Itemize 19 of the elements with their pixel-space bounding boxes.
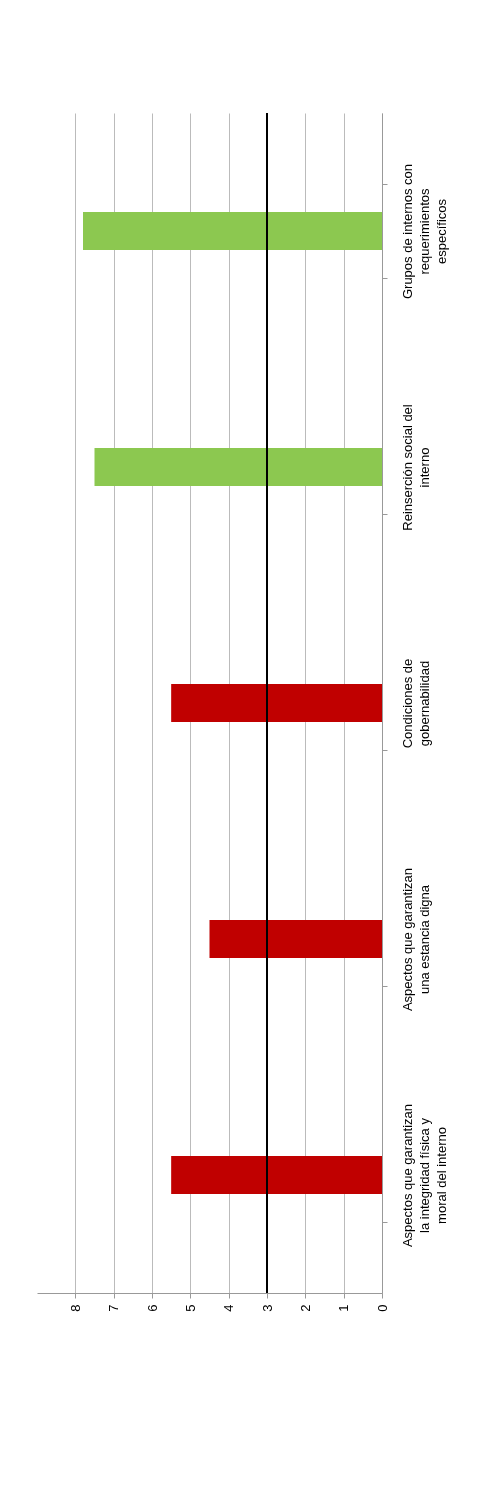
x-tick-label: 1 (336, 1304, 352, 1312)
x-tick-label: 0 (374, 1304, 390, 1312)
y-tick-label: Reinserción social del interno (399, 404, 432, 531)
x-tick-label: 3 (259, 1304, 275, 1312)
bar (171, 1156, 382, 1194)
bar (94, 448, 382, 486)
x-tick-label: 2 (297, 1304, 313, 1312)
x-tick-label: 5 (182, 1304, 198, 1312)
y-tick-label: Aspectos que garantizan la integridad física y moral del interno (399, 1103, 449, 1248)
bar (209, 920, 382, 958)
y-tick-label: Aspectos que garantizan una estancia digna (399, 867, 432, 1012)
y-tick-label: Condiciones de gobernabilidad (399, 658, 432, 749)
x-tick-label: 6 (144, 1304, 160, 1312)
bar (171, 684, 382, 722)
bar (83, 212, 382, 250)
x-tick-label: 8 (67, 1304, 83, 1312)
x-tick-label: 4 (221, 1304, 237, 1312)
y-tick-label: Grupos de internos con requerimientos específicos (399, 163, 449, 300)
x-tick-label: 7 (106, 1304, 122, 1312)
